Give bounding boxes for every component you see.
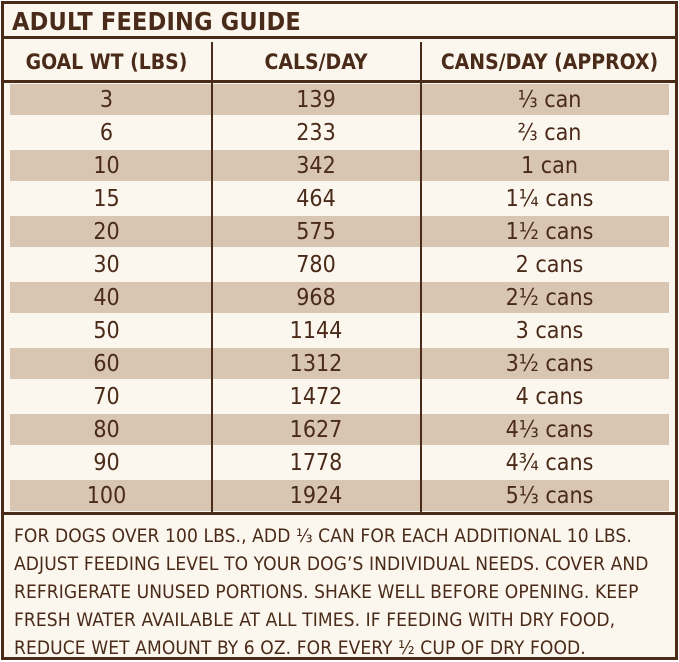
table-row: 80 1627 4⅓ cans bbox=[4, 413, 675, 446]
goal-weight-cell: 20 bbox=[93, 219, 120, 245]
goal-weight-cell: 3 bbox=[99, 87, 114, 113]
goal-weight-cell: 40 bbox=[93, 285, 120, 311]
column-divider bbox=[211, 42, 213, 512]
table-row: 30 780 2 cans bbox=[4, 248, 675, 281]
cans-cell: 3½ cans bbox=[505, 351, 594, 377]
calories-cell: 1924 bbox=[289, 483, 343, 509]
calories-cell: 464 bbox=[296, 186, 336, 212]
header-calories: CALS/DAY bbox=[264, 50, 368, 74]
table-row: 90 1778 4¾ cans bbox=[4, 446, 675, 479]
header-cans: CANS/DAY (APPROX) bbox=[440, 50, 659, 74]
table-row: 6 233 ⅔ can bbox=[4, 116, 675, 149]
calories-cell: 1144 bbox=[289, 318, 343, 344]
goal-weight-cell: 50 bbox=[93, 318, 120, 344]
goal-weight-cell: 60 bbox=[93, 351, 120, 377]
calories-cell: 575 bbox=[296, 219, 336, 245]
table-row: 70 1472 4 cans bbox=[4, 380, 675, 413]
table-row: 60 1312 3½ cans bbox=[4, 347, 675, 380]
cans-cell: 5⅓ cans bbox=[505, 483, 594, 509]
feeding-table: GOAL WT (LBS) CALS/DAY CANS/DAY (APPROX)… bbox=[4, 42, 675, 512]
table-row: 40 968 2½ cans bbox=[4, 281, 675, 314]
row-shading bbox=[10, 216, 669, 247]
cans-cell: ⅓ can bbox=[517, 87, 582, 113]
row-shading bbox=[10, 150, 669, 181]
goal-weight-cell: 10 bbox=[93, 153, 120, 179]
cans-cell: 2½ cans bbox=[505, 285, 594, 311]
guide-title: ADULT FEEDING GUIDE bbox=[4, 4, 675, 39]
calories-cell: 1472 bbox=[289, 384, 343, 410]
cans-cell: 1 can bbox=[521, 153, 578, 179]
feeding-instructions: For dogs over 100 lbs., add ⅓ can for ea… bbox=[4, 512, 675, 659]
table-row: 15 464 1¼ cans bbox=[4, 182, 675, 215]
calories-cell: 1627 bbox=[289, 417, 343, 443]
goal-weight-cell: 15 bbox=[93, 186, 120, 212]
calories-cell: 968 bbox=[296, 285, 336, 311]
calories-cell: 342 bbox=[296, 153, 336, 179]
goal-weight-cell: 100 bbox=[86, 483, 127, 509]
calories-cell: 139 bbox=[296, 87, 336, 113]
goal-weight-cell: 80 bbox=[93, 417, 120, 443]
cans-cell: 4⅓ cans bbox=[505, 417, 594, 443]
goal-weight-cell: 70 bbox=[93, 384, 120, 410]
row-shading bbox=[10, 348, 669, 379]
row-shading bbox=[10, 480, 669, 511]
table-row: 50 1144 3 cans bbox=[4, 314, 675, 347]
row-shading bbox=[10, 282, 669, 313]
cans-cell: 2 cans bbox=[515, 252, 584, 278]
row-shading bbox=[10, 84, 669, 115]
cans-cell: 1¼ cans bbox=[505, 186, 594, 212]
calories-cell: 1778 bbox=[289, 450, 343, 476]
cans-cell: 4 cans bbox=[515, 384, 584, 410]
goal-weight-cell: 6 bbox=[99, 120, 114, 146]
table-row: 100 1924 5⅓ cans bbox=[4, 479, 675, 512]
cans-cell: ⅔ can bbox=[517, 120, 582, 146]
calories-cell: 1312 bbox=[289, 351, 343, 377]
table-header: GOAL WT (LBS) CALS/DAY CANS/DAY (APPROX) bbox=[4, 42, 675, 83]
cans-cell: 4¾ cans bbox=[505, 450, 594, 476]
header-goal-weight: GOAL WT (LBS) bbox=[25, 50, 188, 74]
table-row: 20 575 1½ cans bbox=[4, 215, 675, 248]
cans-cell: 3 cans bbox=[515, 318, 584, 344]
table-row: 10 342 1 can bbox=[4, 149, 675, 182]
goal-weight-cell: 90 bbox=[93, 450, 120, 476]
calories-cell: 780 bbox=[296, 252, 336, 278]
table-body: 3 139 ⅓ can 6 233 ⅔ can 10 342 1 can 15 464 1¼ cans… bbox=[4, 83, 675, 512]
row-shading bbox=[10, 414, 669, 445]
calories-cell: 233 bbox=[296, 120, 336, 146]
column-divider bbox=[420, 42, 422, 512]
cans-cell: 1½ cans bbox=[505, 219, 594, 245]
table-row: 3 139 ⅓ can bbox=[4, 83, 675, 116]
goal-weight-cell: 30 bbox=[93, 252, 120, 278]
